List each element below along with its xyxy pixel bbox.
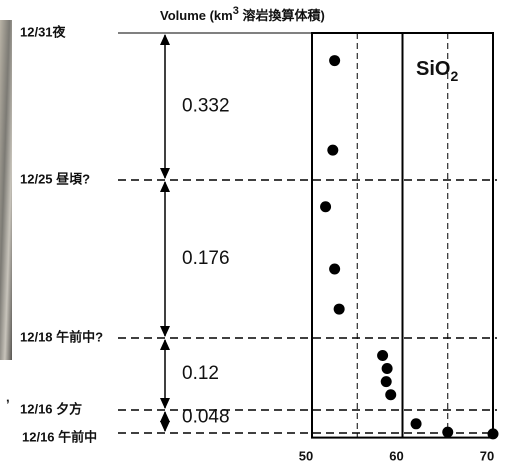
point: [381, 363, 393, 375]
point: [385, 389, 397, 401]
point: [380, 376, 392, 388]
point: [320, 201, 332, 213]
arrow-head: [160, 398, 170, 409]
x-tick-label: 70: [480, 448, 494, 463]
arrow-head: [160, 339, 170, 350]
photo-fragment: [0, 20, 12, 360]
point: [329, 263, 341, 275]
point: [410, 418, 422, 430]
label-sub: 2: [450, 68, 458, 84]
x-tick-label: 50: [299, 448, 313, 463]
volume-label: 0.176: [182, 248, 230, 269]
series-label: SiO2: [416, 58, 458, 83]
point: [327, 144, 339, 156]
arrow-head: [160, 181, 170, 192]
y-tick-label: 12/16 午前中: [22, 429, 97, 444]
photo-mark: ,: [6, 389, 10, 404]
point: [377, 349, 389, 361]
header-text: Volume (km: [160, 8, 233, 23]
arrow-head: [160, 326, 170, 337]
point: [442, 426, 454, 438]
arrow-head: [160, 168, 170, 179]
arrow-head: [160, 34, 170, 45]
y-tick-label: 12/31夜: [20, 24, 67, 39]
header-text: 溶岩換算体積): [239, 8, 325, 23]
volume-label: 0.12: [182, 363, 219, 384]
point: [329, 55, 341, 67]
y-tick-label: 12/25 昼頃?: [20, 171, 90, 186]
label-text: SiO: [416, 58, 450, 80]
x-tick-label: 60: [389, 448, 403, 463]
point: [487, 428, 499, 440]
point: [333, 303, 345, 315]
y-tick-label: 12/16 夕方: [20, 401, 82, 416]
header-sup: 3: [233, 5, 239, 17]
volume-label: 0.332: [182, 96, 230, 117]
volume-header: Volume (km3 溶岩換算体積): [160, 5, 325, 24]
y-tick-label: 12/18 午前中?: [20, 329, 103, 344]
arrow-head: [160, 411, 170, 422]
arrow-head: [160, 421, 170, 432]
volume-label: 0.048: [182, 407, 230, 428]
